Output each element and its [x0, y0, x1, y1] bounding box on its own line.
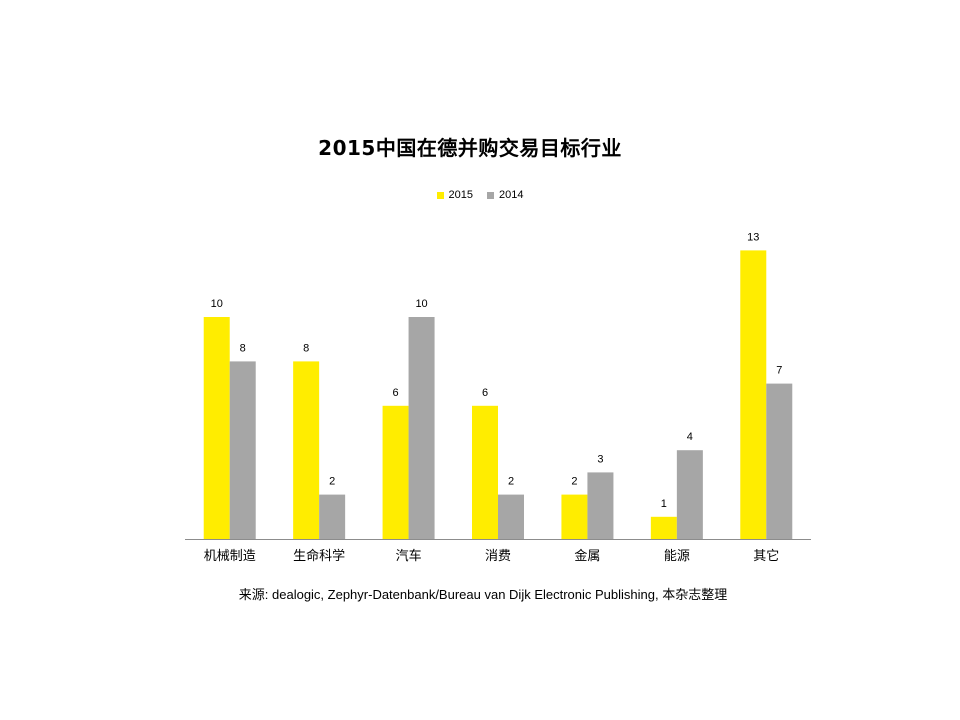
data-label-2014-2: 10	[415, 298, 427, 310]
bar-2015-1	[293, 361, 320, 539]
bar-2014-4	[587, 472, 614, 539]
data-label-2015-6: 13	[747, 231, 759, 243]
bar-2015-4	[561, 494, 588, 539]
data-label-2014-3: 2	[508, 476, 514, 488]
data-label-2014-1: 2	[329, 476, 335, 488]
bar-2014-6	[766, 383, 793, 539]
data-label-2015-5: 1	[661, 498, 667, 510]
data-label-2015-3: 6	[482, 387, 488, 399]
bar-2015-0	[203, 317, 230, 539]
legend-item-2015: 2015	[436, 189, 473, 201]
bar-2015-3	[472, 405, 498, 539]
legend-label-2015: 2015	[448, 189, 473, 201]
data-label-2015-2: 6	[393, 387, 399, 399]
source-note: 来源: dealogic, Zephyr-Datenbank/Bureau va…	[238, 587, 728, 602]
legend-swatch-2015	[436, 191, 444, 199]
bar-2015-6	[740, 250, 767, 539]
chart-title: 2015中国在德并购交易目标行业	[318, 136, 622, 160]
data-label-2014-4: 3	[597, 453, 603, 465]
bar-2014-5	[676, 450, 703, 539]
data-label-2015-0: 10	[211, 298, 223, 310]
x-tick-label-6: 其它	[753, 548, 779, 564]
bar-2014-3	[498, 494, 524, 539]
bar-2014-1	[319, 494, 346, 539]
data-label-2015-4: 2	[571, 476, 577, 488]
bar-2015-5	[650, 516, 677, 539]
data-label-2014-6: 7	[776, 365, 782, 377]
legend-label-2014: 2014	[499, 189, 524, 201]
data-label-2015-1: 8	[303, 342, 309, 354]
bar-2015-2	[382, 405, 409, 539]
x-tick-label-2: 汽车	[396, 548, 422, 564]
bar-2014-0	[229, 361, 256, 539]
x-tick-label-0: 机械制造	[204, 549, 256, 564]
x-tick-label-4: 金属	[574, 548, 600, 564]
data-label-2014-0: 8	[240, 342, 246, 354]
x-tick-label-3: 消费	[485, 549, 511, 564]
data-label-2014-5: 4	[687, 431, 693, 443]
chart-legend: 2015 2014	[0, 189, 960, 201]
legend-swatch-2014	[487, 191, 494, 199]
legend-item-2014: 2014	[487, 189, 523, 201]
x-tick-label-1: 生命科学	[293, 548, 345, 564]
bar-2014-2	[408, 317, 435, 539]
x-tick-label-5: 能源	[664, 549, 690, 564]
